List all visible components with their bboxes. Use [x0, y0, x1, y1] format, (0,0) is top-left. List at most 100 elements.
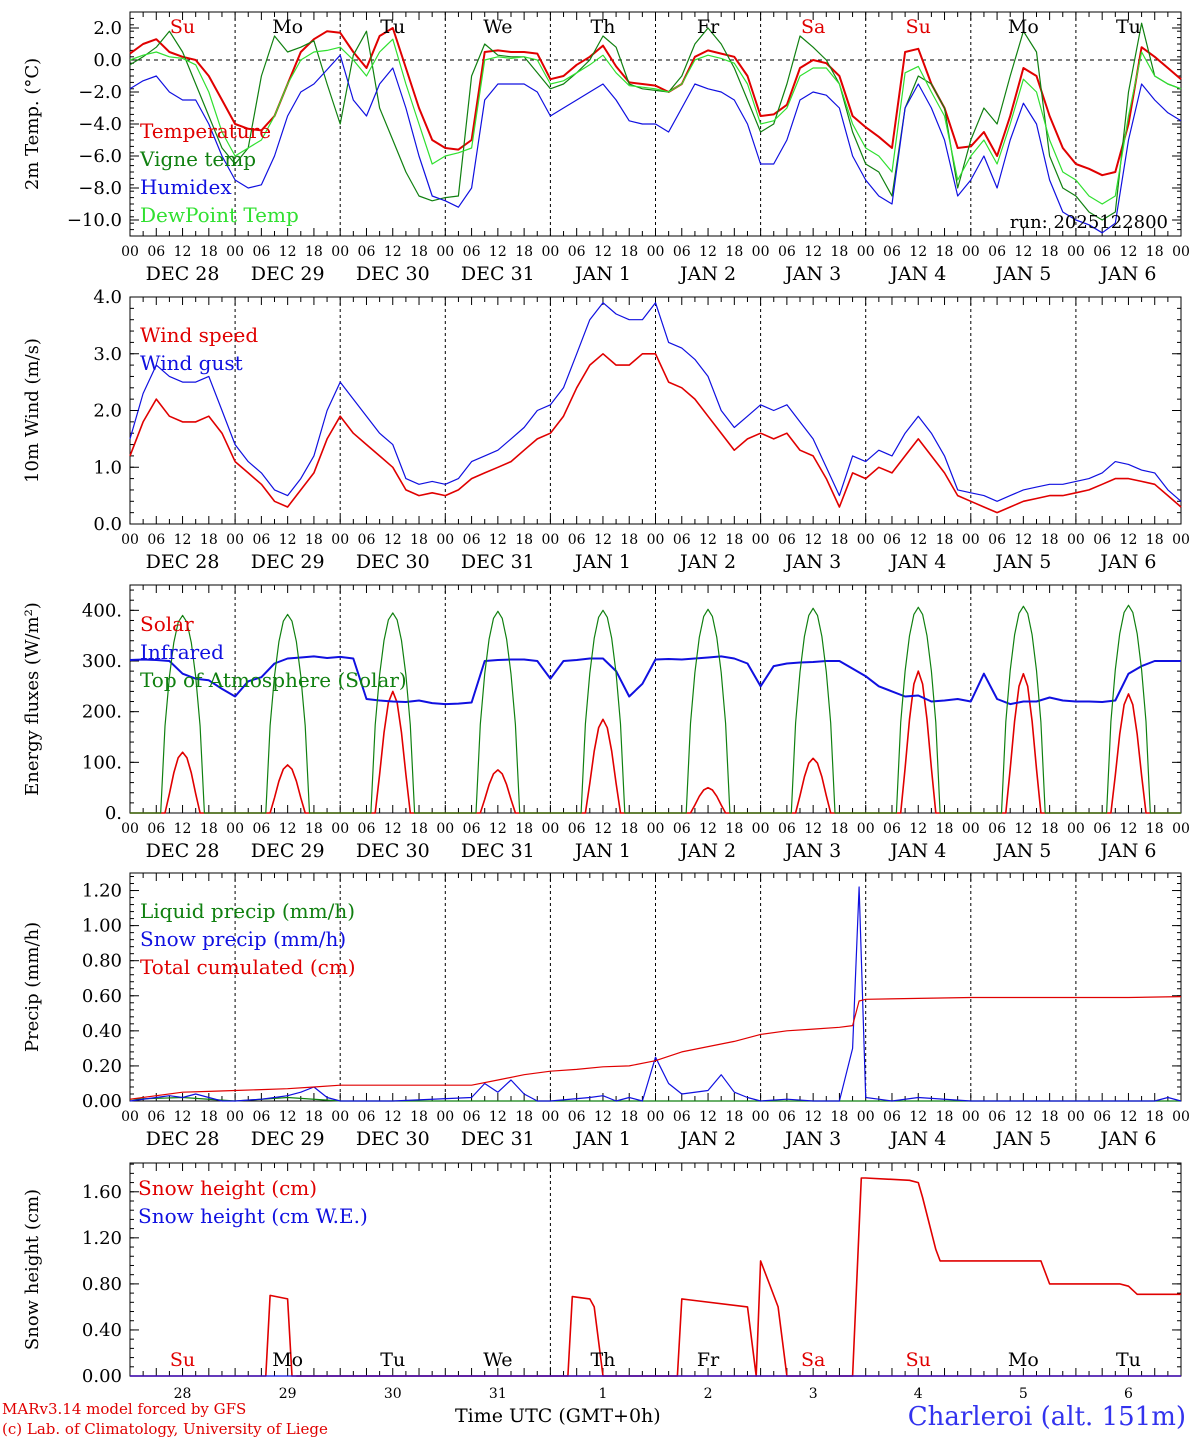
x-hour-label: 06	[1093, 1109, 1111, 1125]
x-hour-label: 06	[358, 532, 376, 548]
legend-entry: Temperature	[140, 119, 271, 143]
x-hour-label: 18	[1146, 1109, 1164, 1125]
x-date-label: JAN 5	[993, 551, 1051, 573]
x-hour-label: 18	[620, 244, 638, 260]
weekday-label: Mo	[272, 16, 303, 38]
y-tick-label: 0.80	[82, 951, 122, 972]
x-hour-label: 00	[857, 1109, 875, 1125]
x-hour-label: 12	[699, 821, 717, 837]
x-hour-label: 00	[962, 244, 980, 260]
legend-entry: DewPoint Temp	[140, 203, 299, 227]
x-hour-label: 00	[1067, 821, 1085, 837]
weekday-label: Tu	[1116, 1349, 1141, 1371]
weekday-label: Su	[906, 16, 931, 38]
x-hour-label: 00	[331, 244, 349, 260]
weekday-label: Fr	[697, 16, 720, 38]
x-date-label: JAN 3	[783, 551, 841, 573]
x-hour-label: 06	[147, 1109, 165, 1125]
x-hour-label: 06	[463, 821, 481, 837]
x-hour-label: 18	[831, 821, 849, 837]
x-hour-label: 00	[121, 532, 139, 548]
x-hour-label: 12	[594, 532, 612, 548]
x-hour-label: 18	[831, 244, 849, 260]
y-tick-label: 0.20	[82, 1056, 122, 1077]
y-tick-label: 0.40	[82, 1320, 122, 1341]
series-line-wind-speed	[129, 353, 1182, 514]
series-line-top-of-atmosphere-solar-	[130, 604, 1181, 814]
x-hour-label: 12	[489, 532, 507, 548]
x-hour-label: 12	[909, 1109, 927, 1125]
x-hour-label: 06	[568, 1109, 586, 1125]
x-date-label: JAN 3	[783, 263, 841, 285]
x-hour-label: 00	[121, 1109, 139, 1125]
series-line-temperature	[129, 27, 1182, 177]
x-hour-label: 06	[883, 821, 901, 837]
x-hour-label: 00	[436, 244, 454, 260]
x-hour-label: 00	[1067, 1109, 1085, 1125]
x-hour-label: 18	[831, 1109, 849, 1125]
weekday-label: Su	[906, 1349, 931, 1371]
x-date-label: DEC 31	[461, 1128, 535, 1150]
x-hour-label: 06	[988, 1109, 1006, 1125]
x-hour-label: 12	[174, 821, 192, 837]
x-hour-label: 18	[620, 532, 638, 548]
x-hour-label: 06	[673, 821, 691, 837]
x-hour-label: 00	[1172, 821, 1190, 837]
y-tick-label: −6.0	[78, 146, 122, 167]
x-hour-label: 00	[857, 244, 875, 260]
x-hour-label: 18	[305, 1109, 323, 1125]
x-hour-label: 18	[200, 821, 218, 837]
x-hour-label: 06	[252, 244, 270, 260]
bottom-day-number: 1	[598, 1386, 607, 1400]
x-hour-label: 06	[673, 532, 691, 548]
y-tick-label: 1.00	[82, 916, 122, 937]
station-title: Charleroi (alt. 151m)	[907, 1402, 1186, 1432]
y-tick-label: 0.40	[82, 1021, 122, 1042]
y-tick-label: 0.60	[82, 986, 122, 1007]
x-hour-label: 18	[1041, 244, 1059, 260]
x-hour-label: 00	[226, 532, 244, 548]
x-hour-label: 00	[226, 1109, 244, 1125]
weekday-label: We	[483, 1349, 512, 1371]
x-hour-label: 12	[384, 821, 402, 837]
legend-entry: Top of Atmosphere (Solar)	[140, 668, 407, 692]
x-hour-label: 06	[568, 244, 586, 260]
x-hour-label: 12	[699, 532, 717, 548]
x-hour-label: 00	[857, 821, 875, 837]
x-hour-label: 06	[1093, 532, 1111, 548]
x-hour-label: 00	[857, 532, 875, 548]
x-hour-label: 06	[778, 532, 796, 548]
x-hour-label: 18	[936, 821, 954, 837]
bottom-day-number: 30	[384, 1386, 402, 1400]
bottom-day-number: 6	[1124, 1386, 1133, 1400]
y-tick-label: 200.	[82, 702, 122, 723]
x-date-label: JAN 1	[573, 840, 631, 862]
x-hour-label: 06	[988, 821, 1006, 837]
x-hour-label: 12	[1014, 821, 1032, 837]
bottom-day-number: 29	[279, 1386, 297, 1400]
x-hour-label: 18	[620, 1109, 638, 1125]
y-tick-label: 1.20	[82, 1228, 122, 1249]
x-hour-label: 00	[541, 532, 559, 548]
x-date-label: DEC 30	[356, 1128, 430, 1150]
y-tick-label: 0.80	[82, 1274, 122, 1295]
series-line-vigne-temp	[129, 22, 1182, 221]
x-date-label: DEC 31	[461, 840, 535, 862]
legend-entry: Snow precip (mm/h)	[140, 927, 346, 951]
x-hour-label: 12	[489, 244, 507, 260]
x-hour-label: 18	[725, 532, 743, 548]
x-date-label: DEC 29	[251, 551, 325, 573]
x-hour-label: 18	[410, 244, 428, 260]
x-hour-label: 18	[305, 532, 323, 548]
x-hour-label: 12	[174, 244, 192, 260]
weekday-label: We	[483, 16, 512, 38]
x-date-label: JAN 1	[573, 263, 631, 285]
x-hour-label: 18	[305, 821, 323, 837]
x-hour-label: 18	[1146, 821, 1164, 837]
x-hour-label: 06	[673, 244, 691, 260]
x-hour-label: 18	[200, 244, 218, 260]
x-hour-label: 00	[331, 1109, 349, 1125]
x-date-label: DEC 31	[461, 263, 535, 285]
x-hour-label: 00	[331, 532, 349, 548]
bottom-day-number: 5	[1019, 1386, 1028, 1400]
